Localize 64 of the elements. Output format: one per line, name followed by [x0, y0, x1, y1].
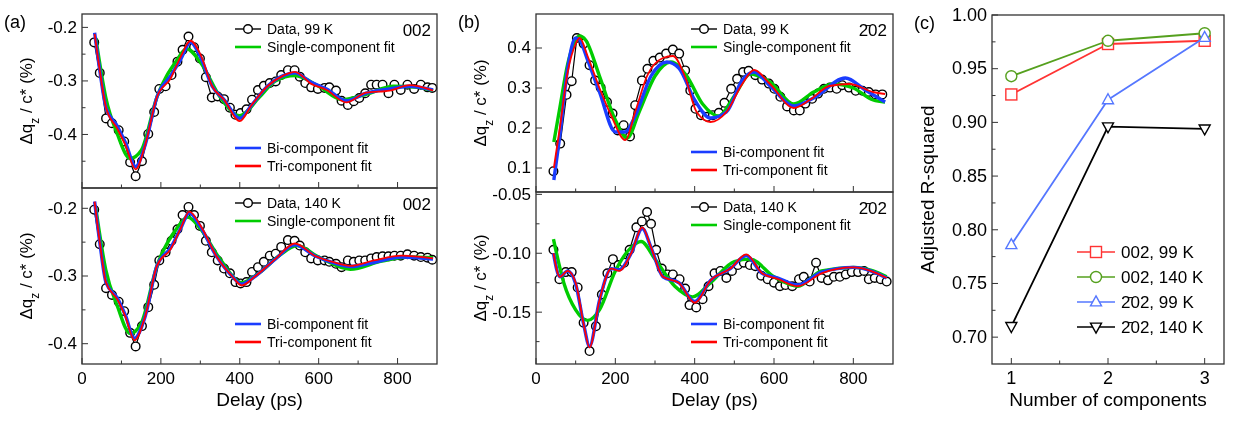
legend-label: Tri-component fit — [723, 162, 828, 179]
legend-label: Single-component fit — [267, 213, 395, 230]
x-tick-label: 800 — [383, 369, 412, 388]
legend-label: Data, 99 K — [723, 21, 790, 38]
annotation: 002 — [402, 195, 431, 214]
legend-label: 002, 140 K — [1121, 268, 1204, 288]
y-tick-label: -0.2 — [47, 198, 77, 218]
x-tick-label: 600 — [304, 369, 333, 388]
legend-label: Single-component fit — [723, 39, 851, 56]
legend-label: 002, 99 K — [1121, 243, 1195, 263]
x-tick-label: 400 — [225, 369, 254, 388]
y-tick-label: -0.4 — [47, 124, 77, 144]
x-tick-label: 200 — [601, 369, 630, 388]
y-tick-label: -0.3 — [47, 71, 77, 91]
legend-label: Tri-component fit — [723, 334, 828, 351]
annotation: 002 — [402, 21, 431, 40]
legend-label: Tri-component fit — [267, 334, 372, 351]
x-tick-label: 1 — [1006, 368, 1017, 388]
y-tick-label: 0.2 — [507, 118, 531, 138]
annotation: 2̄02 — [858, 199, 887, 218]
legend-label: Bi-component fit — [723, 144, 825, 161]
y-tick-label: -0.10 — [492, 243, 531, 263]
legend-label: Data, 99 K — [267, 21, 334, 38]
legend-label: 2̄02, 99 K — [1121, 293, 1195, 313]
x-tick-label: 600 — [759, 369, 789, 388]
x-axis-title: Delay (ps) — [671, 389, 758, 410]
y-tick-label: 0.75 — [951, 273, 987, 294]
legend-label: Data, 140 K — [267, 195, 342, 212]
y-tick-label: 0.4 — [507, 38, 531, 58]
y-tick-label: 0.80 — [951, 219, 987, 240]
legend-label: Bi-component fit — [267, 140, 369, 157]
y-tick-label: 0.90 — [951, 112, 987, 133]
x-tick-label: 3 — [1199, 368, 1210, 388]
x-tick-label: 2 — [1102, 368, 1114, 388]
chart-title: (a) — [4, 12, 26, 32]
x-tick-label: 0 — [531, 369, 541, 388]
y-tick-label: 0.70 — [951, 326, 987, 347]
y-tick-label: -0.2 — [47, 17, 77, 37]
legend-label: Single-component fit — [723, 217, 851, 234]
legend-label: Bi-component fit — [723, 316, 825, 333]
y-tick-label: -0.4 — [47, 334, 77, 354]
legend-label: Tri-component fit — [267, 158, 372, 175]
y-tick-label: -0.3 — [47, 266, 77, 286]
legend-label: Data, 140 K — [723, 199, 798, 216]
y-axis-title: Adjusted R-squared — [917, 105, 938, 274]
legend-label: 2̄02, 140 K — [1121, 318, 1204, 338]
x-axis-title: Number of components — [1009, 389, 1207, 410]
x-axis-title: Delay (ps) — [216, 389, 303, 410]
legend-label: Bi-component fit — [267, 316, 369, 333]
y-tick-label: 0.1 — [507, 158, 531, 178]
legend-label: Single-component fit — [267, 39, 395, 56]
y-tick-label: 0.3 — [507, 78, 531, 98]
x-tick-label: 400 — [680, 369, 709, 388]
x-tick-label: 0 — [77, 369, 87, 388]
x-tick-label: 200 — [146, 369, 176, 388]
x-tick-label: 800 — [839, 369, 868, 388]
chart-title: (b) — [458, 12, 480, 32]
y-tick-label: -0.15 — [492, 302, 531, 322]
chart-title: (c) — [914, 13, 935, 33]
y-tick-label: 0.95 — [951, 58, 987, 79]
annotation: 2̄02 — [858, 21, 887, 40]
y-tick-label: 0.85 — [951, 165, 987, 186]
y-tick-label: 1.00 — [951, 4, 987, 25]
y-tick-label: -0.05 — [492, 184, 531, 204]
